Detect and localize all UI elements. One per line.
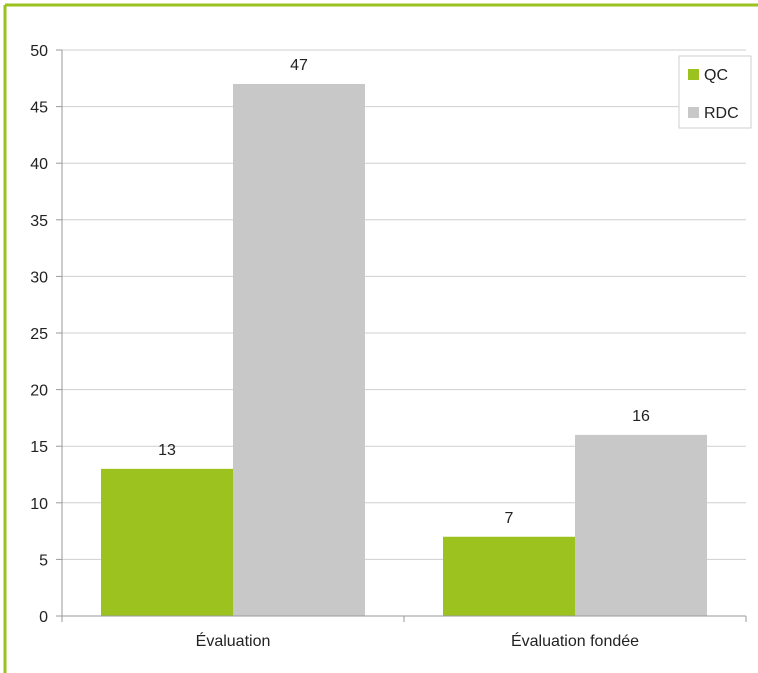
legend-swatch-qc <box>688 69 699 80</box>
bar-rdc-1 <box>575 434 707 616</box>
bar-rdc-0 <box>233 83 365 616</box>
data-label-qc-1: 7 <box>505 510 514 527</box>
legend: QC RDC <box>678 55 752 129</box>
data-label-qc-0: 13 <box>158 442 176 459</box>
legend-label-qc: QC <box>704 67 728 84</box>
legend-swatch-rdc <box>688 107 699 118</box>
y-tick-label: 30 <box>30 269 48 286</box>
y-tick-label: 0 <box>39 609 48 626</box>
bar-qc-1 <box>443 536 575 616</box>
y-tick-label: 5 <box>39 552 48 569</box>
y-tick-label: 35 <box>30 213 48 230</box>
y-tick-label: 50 <box>30 43 48 60</box>
y-tick-label: 45 <box>30 100 48 117</box>
y-axis-ticks: 0 5 10 15 20 25 30 35 40 45 50 <box>30 43 63 626</box>
legend-label-rdc: RDC <box>704 105 739 122</box>
y-tick-label: 15 <box>30 439 48 456</box>
x-category-label: Évaluation <box>196 631 271 650</box>
data-labels: 13 47 7 16 <box>158 57 650 527</box>
y-tick-label: 10 <box>30 496 48 513</box>
y-tick-label: 20 <box>30 383 48 400</box>
bar-qc-0 <box>101 468 233 616</box>
data-label-rdc-0: 47 <box>290 57 308 74</box>
x-axis: Évaluation Évaluation fondée <box>61 615 747 650</box>
y-tick-label: 25 <box>30 326 48 343</box>
y-tick-label: 40 <box>30 156 48 173</box>
data-label-rdc-1: 16 <box>632 408 650 425</box>
bars <box>101 83 707 616</box>
x-category-label: Évaluation fondée <box>511 631 639 650</box>
legend-box <box>678 55 752 129</box>
